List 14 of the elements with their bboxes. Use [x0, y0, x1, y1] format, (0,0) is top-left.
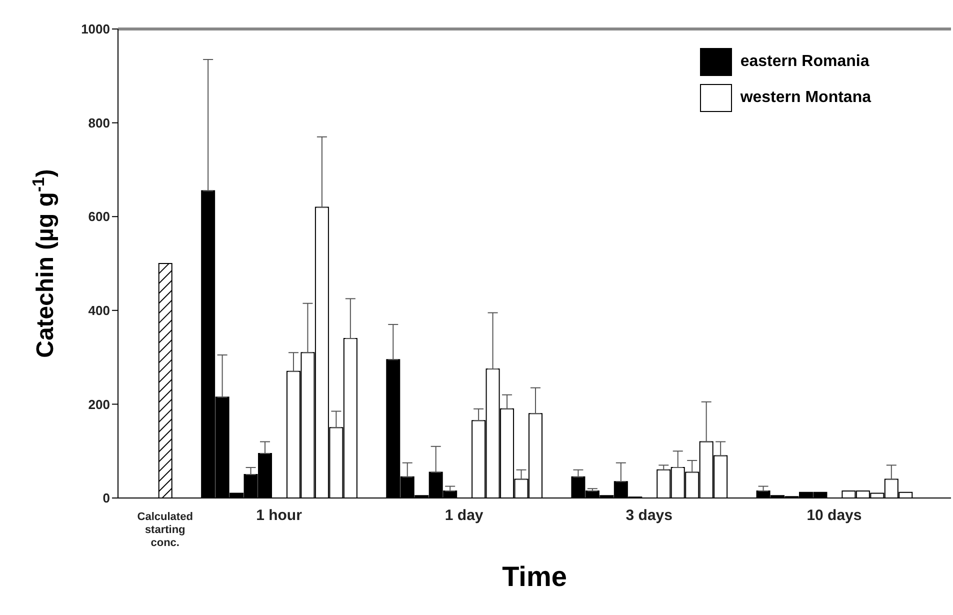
x-tick-label: 10 days: [806, 507, 862, 524]
y-tick-label: 800: [88, 115, 110, 130]
x-tick-label: 3 days: [626, 507, 673, 524]
y-tick-label: 400: [88, 303, 110, 318]
y-tick-label: 200: [88, 396, 110, 412]
x-tick-label: Calculated starting conc.: [137, 511, 193, 549]
x-tick-label: 1 day: [444, 507, 484, 524]
x-tick-label: 1 hour: [256, 507, 302, 524]
y-tick-label: 600: [88, 209, 110, 224]
y-tick-label: 0: [102, 490, 110, 506]
x-axis-title: Time: [502, 561, 567, 592]
legend-label: western Montana: [740, 89, 871, 107]
y-tick-label: 1000: [81, 22, 110, 37]
legend-label: eastern Romania: [740, 53, 870, 71]
